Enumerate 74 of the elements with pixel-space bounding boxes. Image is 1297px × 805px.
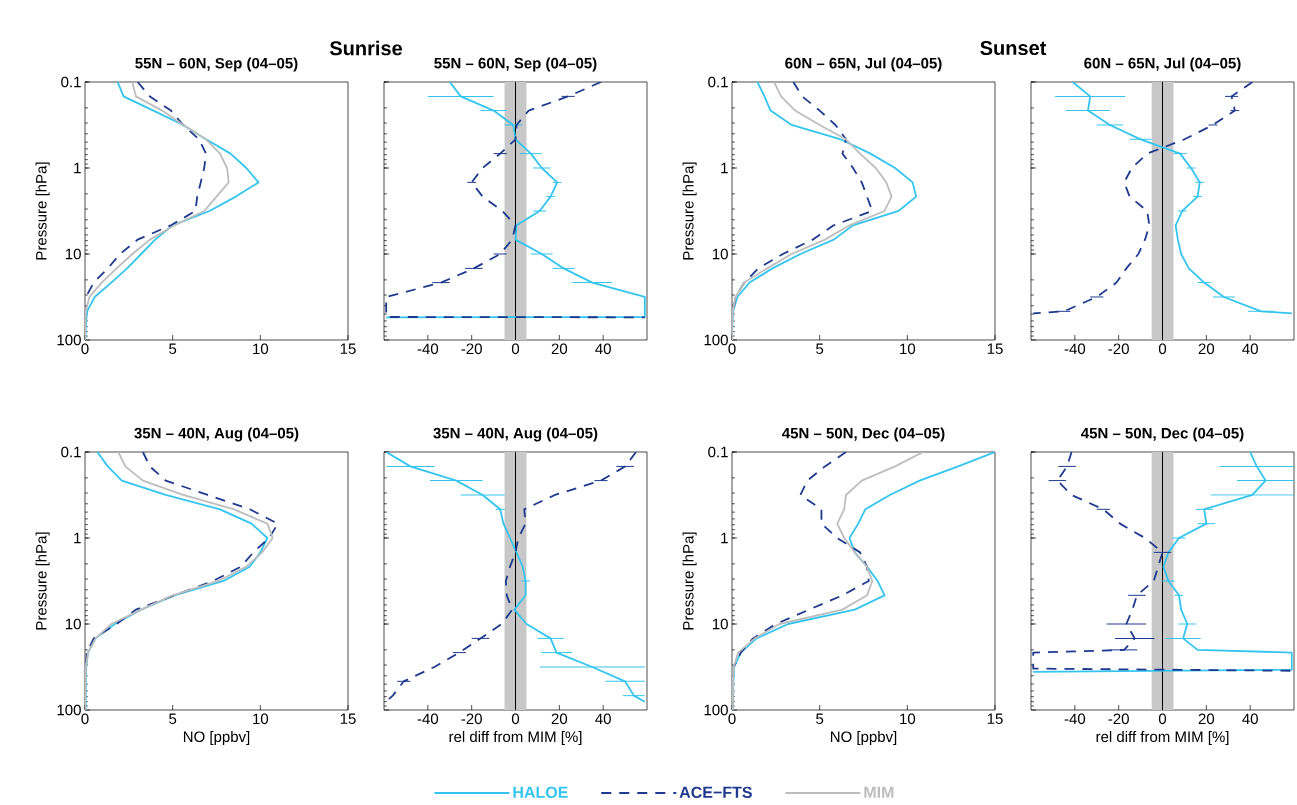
- x-tick-label: 0: [511, 713, 520, 725]
- x-tick-label: 0: [511, 343, 520, 355]
- x-tick-label: 40: [1242, 713, 1258, 725]
- y-tick-label: 10: [712, 248, 728, 260]
- y-axis-title: Pressure [hPa]: [682, 162, 697, 260]
- x-tick-label: -40: [417, 713, 439, 725]
- y-axis-title: Pressure [hPa]: [682, 532, 697, 630]
- y-tick-label: 10: [65, 618, 81, 630]
- x-tick-label: -20: [1108, 343, 1129, 355]
- y-tick-label: 100: [704, 704, 728, 716]
- chart-title: 55N – 60N, Sep (04–05): [135, 57, 298, 72]
- chart-title: 60N – 65N, Jul (04–05): [1084, 57, 1241, 72]
- text: Sunset: [980, 40, 1047, 56]
- x-tick-label: 5: [816, 343, 824, 354]
- x-tick-label: 20: [1198, 713, 1215, 725]
- y-axis-title: Pressure [hPa]: [35, 162, 50, 260]
- x-axis-title: NO [ppbv]: [830, 731, 897, 745]
- x-tick-label: -40: [1064, 713, 1086, 725]
- x-axis-title: NO [ppbv]: [183, 731, 250, 745]
- y-tick-label: 1: [74, 532, 81, 544]
- y-tick-label: 100: [704, 334, 728, 346]
- x-tick-label: -20: [461, 343, 482, 355]
- y-tick-label: 100: [57, 334, 81, 346]
- x-tick-label: 10: [900, 713, 916, 725]
- x-tick-label: 15: [987, 343, 1003, 354]
- chart-title: 45N – 50N, Dec (04–05): [782, 427, 945, 442]
- x-axis-title: rel diff from MIM [%]: [449, 731, 582, 745]
- x-tick-label: 15: [987, 713, 1003, 724]
- y-tick-label: 1: [74, 162, 81, 174]
- x-tick-label: -20: [1108, 713, 1129, 725]
- x-tick-label: 0: [81, 343, 89, 355]
- x-tick-label: 10: [253, 343, 269, 355]
- y-tick-label: 100: [57, 704, 81, 716]
- x-tick-label: -20: [461, 713, 482, 725]
- x-tick-label: -40: [1064, 343, 1086, 355]
- chart-title: 45N – 50N, Dec (04–05): [1081, 427, 1244, 442]
- x-tick-label: 15: [340, 713, 356, 724]
- line-series: [732, 452, 870, 668]
- x-tick-label: 0: [1158, 343, 1167, 355]
- y-tick-label: 0.1: [708, 446, 728, 458]
- x-tick-label: 5: [169, 343, 177, 354]
- y-tick-label: 1: [721, 532, 728, 544]
- y-tick-label: 10: [712, 618, 728, 630]
- chart-title: 55N – 60N, Sep (04–05): [434, 57, 597, 72]
- x-tick-label: 10: [253, 713, 269, 725]
- x-tick-label: 0: [1158, 713, 1167, 725]
- y-axis-title: Pressure [hPa]: [35, 532, 50, 630]
- chart-title: 60N – 65N, Jul (04–05): [785, 57, 942, 72]
- x-tick-label: 20: [551, 343, 568, 355]
- y-tick-label: 0.1: [61, 446, 81, 458]
- x-tick-label: 20: [1198, 343, 1215, 355]
- x-tick-label: 10: [900, 343, 916, 355]
- x-tick-label: 5: [169, 713, 177, 724]
- x-tick-label: 20: [551, 713, 568, 725]
- x-tick-label: 5: [816, 713, 824, 724]
- y-tick-label: 1: [721, 162, 728, 174]
- y-tick-label: 10: [65, 248, 81, 260]
- x-tick-label: 40: [1242, 343, 1258, 355]
- chart-title: 35N – 40N, Aug (04–05): [433, 427, 598, 442]
- x-tick-label: 40: [595, 713, 611, 725]
- chart-title: 35N – 40N, Aug (04–05): [134, 427, 299, 442]
- legend-label: MIM: [864, 786, 894, 798]
- x-axis-title: rel diff from MIM [%]: [1096, 731, 1229, 745]
- x-tick-label: 0: [81, 713, 89, 725]
- x-tick-label: 40: [595, 343, 611, 355]
- legend-label: HALOE: [513, 786, 568, 798]
- legend-label: ACE−FTS: [679, 786, 752, 798]
- x-tick-label: 15: [340, 343, 356, 354]
- x-tick-label: -40: [417, 343, 439, 355]
- y-tick-label: 0.1: [708, 76, 728, 88]
- y-tick-label: 0.1: [61, 76, 81, 88]
- x-tick-label: 0: [728, 343, 736, 355]
- text: Sunrise: [329, 40, 403, 56]
- x-tick-label: 0: [728, 713, 736, 725]
